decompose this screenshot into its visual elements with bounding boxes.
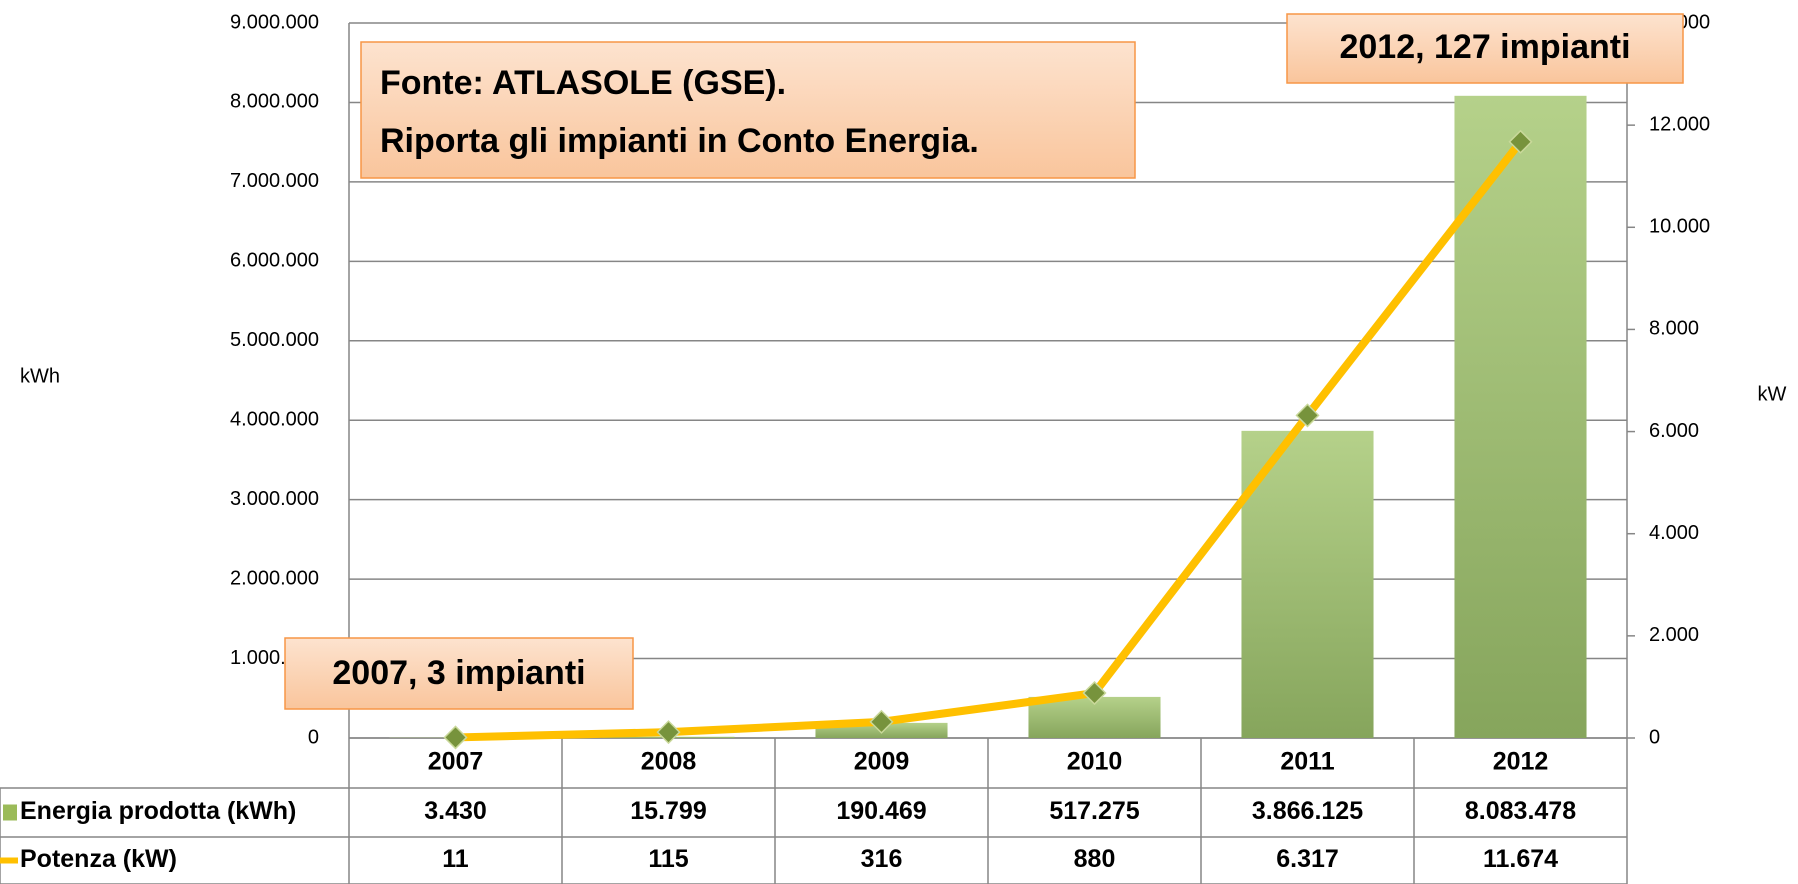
annotation-box [284, 637, 634, 710]
bar [1241, 430, 1374, 738]
marker [1295, 403, 1320, 428]
marker [1082, 680, 1107, 706]
line [455, 139, 1524, 742]
annotation-box [1286, 13, 1684, 84]
y2-tick-label: 2.000 [1649, 624, 1699, 646]
y2-axis-label: kW [1758, 383, 1787, 405]
annotation-box [360, 41, 1136, 179]
table-value: 15.799 [630, 797, 706, 825]
annotation: Fonte: ATLASOLE (GSE). [380, 64, 786, 102]
y2-tick-label: 4.000 [1649, 522, 1699, 544]
legend-label: Potenza (kW) [20, 845, 177, 873]
marker [443, 725, 468, 750]
y-tick-label: 0 [308, 726, 319, 748]
x-tick-label: 2010 [1067, 748, 1123, 776]
x-tick-label: 2009 [854, 748, 910, 776]
table-value: 316 [861, 845, 903, 873]
annotation: 2007, 3 impianti [332, 654, 585, 692]
x-tick-label: 2007 [428, 748, 484, 776]
table-value: 517.275 [1049, 797, 1139, 825]
y-tick-label: 9.000.000 [230, 11, 319, 33]
x-tick-label: 2012 [1493, 748, 1549, 776]
annotation: 2012, 127 impianti [1339, 28, 1630, 66]
y2-tick-label: 10.000 [1649, 216, 1710, 238]
marker [1508, 129, 1533, 154]
table-value: 880 [1074, 845, 1116, 873]
table-value: 8.083.478 [1465, 797, 1576, 825]
y2-tick-label: 8.000 [1649, 318, 1699, 340]
marker [869, 709, 894, 734]
table-value: 6.317 [1276, 845, 1339, 873]
y2-tick-label: 6.000 [1649, 420, 1699, 442]
y-tick-label: 5.000.000 [230, 329, 319, 351]
y-axis-label: kWh [20, 365, 60, 387]
y-tick-label: 3.000.000 [230, 488, 319, 510]
legend-key [3, 804, 17, 821]
legend-label: Energia prodotta (kWh) [20, 797, 296, 825]
table-value: 11 [442, 845, 469, 873]
y2-tick-label: 12.000 [1649, 113, 1710, 135]
table-value: 3.866.125 [1252, 797, 1363, 825]
x-tick-label: 2008 [641, 748, 697, 776]
marker [656, 720, 681, 745]
x-tick-label: 2011 [1280, 748, 1334, 776]
table-value: 190.469 [836, 797, 926, 825]
annotation: Riporta gli impianti in Conto Energia. [380, 122, 979, 160]
y2-tick-label: 0 [1649, 726, 1660, 748]
table-value: 11.674 [1483, 845, 1558, 873]
y-tick-label: 6.000.000 [230, 250, 319, 272]
y-tick-label: 7.000.000 [230, 170, 319, 192]
y-tick-label: 2.000.000 [230, 567, 319, 589]
legend-key [0, 857, 18, 864]
table-value: 115 [648, 845, 688, 873]
table-value: 3.430 [424, 797, 487, 825]
y-tick-label: 4.000.000 [230, 409, 319, 431]
bar [1454, 95, 1587, 739]
y-tick-label: 8.000.000 [230, 91, 319, 113]
